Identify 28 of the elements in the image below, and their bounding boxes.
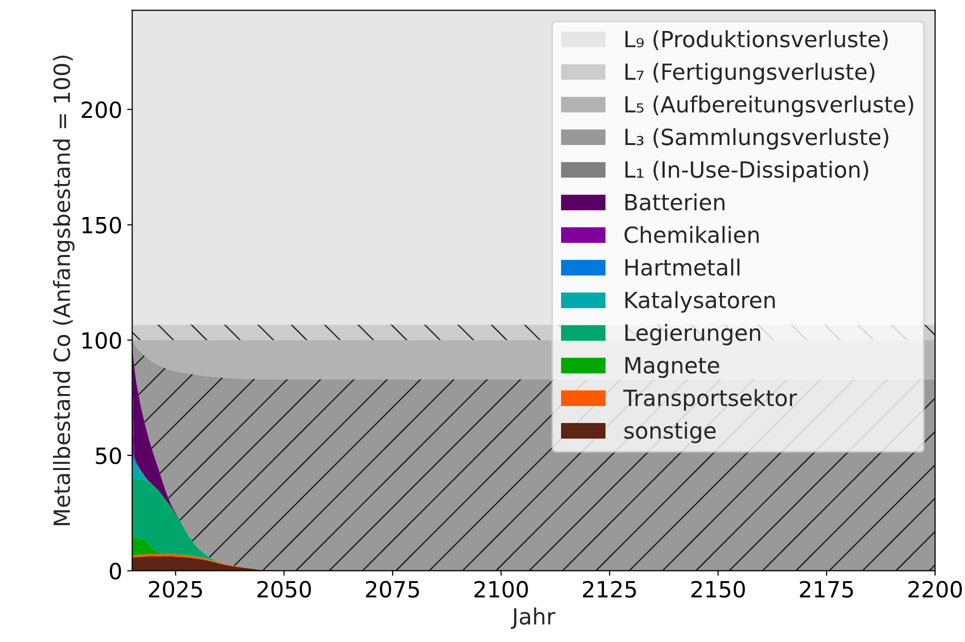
y-axis-title: Metallbestand Co (Anfangsbestand = 100) <box>53 56 75 526</box>
x-axis-title: Jahr <box>510 608 556 629</box>
y-tick-label: 50 <box>96 447 122 464</box>
y-tick-label: 150 <box>82 216 122 234</box>
x-tick-label: 2150 <box>691 580 745 598</box>
legend-label: L₇ (Fertigungsverluste) <box>625 62 874 84</box>
x-tick-label: 2175 <box>800 580 853 598</box>
y-tick-label: 100 <box>82 332 122 349</box>
legend-label: Legierungen <box>625 324 760 346</box>
x-tick-label: 2100 <box>474 580 528 598</box>
legend-label: Magnete <box>625 357 720 378</box>
x-tick-label: 2050 <box>257 580 311 598</box>
y-tick-label: 200 <box>82 101 122 118</box>
legend-label: sonstige <box>624 422 716 444</box>
legend-label: L₉ (Produktionsverluste) <box>625 30 888 50</box>
legend-label: Katalysatoren <box>625 291 775 313</box>
x-tick-label: 2025 <box>148 580 202 598</box>
legend-label: Hartmetall <box>625 258 740 276</box>
legend-label: L₃ (Sammlungsverluste) <box>625 128 888 150</box>
x-tick-label: 2075 <box>366 580 419 598</box>
legend-label: Transportsektor <box>623 389 798 411</box>
legend-label: L₅ (Aufbereitungsverluste) <box>625 96 914 118</box>
x-tick-label: 2125 <box>582 580 636 598</box>
legend-label: L₁ (In-Use-Dissipation) <box>625 160 868 182</box>
legend-label: Batterien <box>625 193 724 211</box>
legend-label: Chemikalien <box>624 226 759 244</box>
x-tick-label: 2200 <box>908 580 962 598</box>
y-tick-label: 0 <box>110 562 122 580</box>
